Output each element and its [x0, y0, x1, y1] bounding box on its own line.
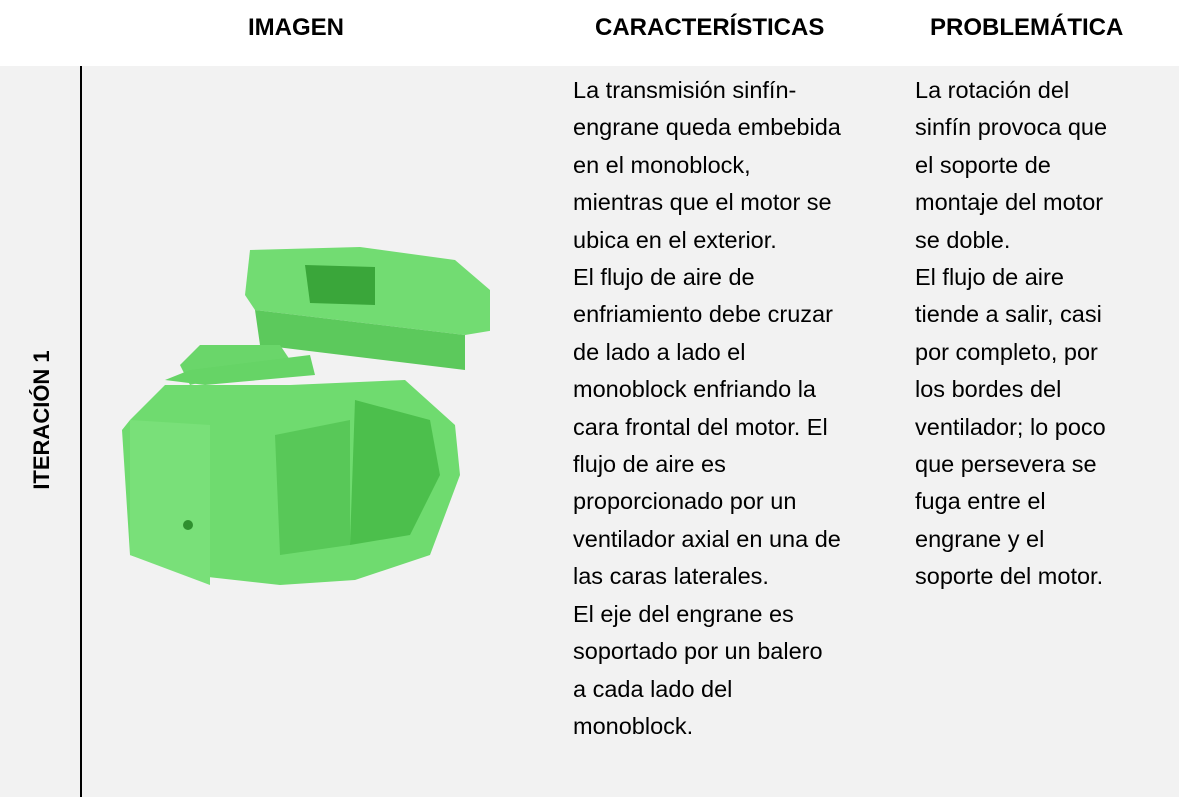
text-line: que persevera se	[915, 451, 1097, 478]
text-line: los bordes del	[915, 376, 1062, 403]
column-header: IMAGEN	[248, 14, 344, 41]
text-line: La rotación del	[915, 77, 1070, 103]
text-line: El flujo de aire	[915, 264, 1064, 291]
row-label: ITERACIÓN 1	[29, 350, 54, 490]
text-line: ventilador; lo poco	[915, 413, 1106, 440]
text-line: por completo, por	[915, 338, 1098, 365]
text-line: soportado por un balero	[573, 638, 823, 665]
text-line: mientras que el motor se	[573, 189, 832, 216]
text-line: fuga entre el	[915, 488, 1046, 515]
text-line: soporte del motor.	[915, 563, 1104, 590]
text-line: engrane y el	[915, 525, 1045, 552]
text-line: ubica en el exterior.	[573, 226, 777, 253]
text-line: las caras laterales.	[573, 563, 769, 590]
text-line: proporcionado por un	[573, 488, 797, 515]
column-header: PROBLEMÁTICA	[930, 14, 1124, 41]
text-line: cara frontal del motor. El	[573, 413, 828, 440]
text-line: El flujo de aire de	[573, 264, 755, 291]
text-line: se doble.	[915, 226, 1011, 253]
text-line: tiende a salir, casi	[915, 301, 1102, 328]
text-line: en el monoblock,	[573, 151, 751, 178]
text-line: flujo de aire es	[573, 451, 726, 478]
column-divider	[80, 66, 82, 797]
text-line: sinfín provoca que	[915, 114, 1108, 141]
text-line: La transmisión sinfín-	[573, 77, 797, 103]
text-line: enfriamiento debe cruzar	[573, 301, 833, 328]
text-line: ventilador axial en una de	[573, 525, 841, 552]
text-line: el soporte de	[915, 151, 1051, 178]
column-header: CARACTERÍSTICAS	[595, 14, 825, 41]
text-line: montaje del motor	[915, 189, 1104, 216]
part-photo	[122, 247, 490, 585]
text-line: monoblock enfriando la	[573, 376, 816, 403]
problems: La rotación del sinfín provoca que el sopo…	[915, 72, 1107, 596]
text-line: a cada lado del	[573, 675, 733, 702]
characteristics: La transmisión sinfín-engrane queda embe…	[573, 72, 841, 745]
text-line: monoblock.	[573, 712, 694, 739]
text-line: El eje del engrane es	[573, 600, 794, 627]
text-line: engrane queda embebida	[573, 114, 841, 141]
text-line: de lado a lado el	[573, 338, 746, 365]
